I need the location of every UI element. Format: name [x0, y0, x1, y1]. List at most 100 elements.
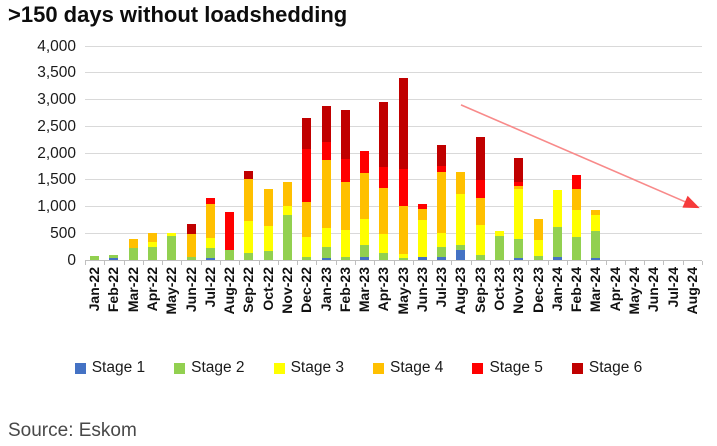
x-axis-label: May-24 — [626, 267, 643, 315]
bar-segment-stage-3 — [321, 228, 331, 247]
bar-segment-stage-5 — [302, 148, 312, 203]
bar-segment-stage-3 — [282, 205, 292, 215]
x-axis-label: Apr-22 — [143, 267, 160, 312]
bar-segment-stage-2 — [147, 246, 157, 260]
bar-segment-stage-6 — [379, 102, 389, 167]
x-axis-label: Nov-23 — [510, 267, 527, 314]
x-axis-label: Aug-22 — [221, 267, 238, 315]
bar-segment-stage-4 — [244, 178, 254, 221]
legend-swatch-stage-6 — [571, 362, 583, 374]
axis-tick — [316, 260, 318, 265]
bar-segment-stage-3 — [263, 225, 273, 251]
bar-segment-stage-5 — [321, 141, 331, 160]
bar-segment-stage-4 — [360, 173, 370, 220]
bar-segment-stage-6 — [340, 110, 350, 160]
gridline — [85, 99, 702, 100]
axis-tick — [624, 260, 626, 265]
bar-segment-stage-2 — [302, 257, 312, 260]
bar-segment-stage-4 — [437, 171, 447, 234]
bar-segment-stage-1 — [437, 257, 447, 260]
bar-segment-stage-1 — [514, 258, 524, 260]
axis-tick — [239, 260, 241, 265]
bar-segment-stage-5 — [572, 175, 582, 189]
bar-segment-stage-1 — [109, 258, 119, 260]
bar-segment-stage-1 — [360, 257, 370, 260]
axis-tick — [605, 260, 607, 265]
bar-segment-stage-2 — [90, 256, 100, 260]
bar-segment-stage-3 — [475, 225, 485, 256]
bar-segment-stage-5 — [417, 203, 427, 209]
bar-segment-stage-4 — [398, 205, 408, 254]
bar-segment-stage-4 — [205, 203, 215, 239]
bar-segment-stage-6 — [475, 136, 485, 181]
bar-segment-stage-4 — [475, 198, 485, 226]
axis-tick — [258, 260, 260, 265]
gridline — [85, 45, 702, 47]
x-axis-label: Jan-22 — [86, 267, 103, 312]
bar-segment-stage-4 — [572, 188, 582, 211]
bar-segment-stage-2 — [495, 235, 505, 260]
bar-segment-stage-3 — [167, 233, 177, 236]
bar-segment-stage-4 — [456, 172, 466, 195]
bar-segment-stage-3 — [340, 230, 350, 257]
x-axis-label: Mar-24 — [587, 267, 604, 313]
bar-segment-stage-2 — [398, 258, 408, 260]
x-axis-label: Feb-24 — [568, 267, 585, 313]
bar-segment-stage-3 — [379, 233, 389, 253]
bar-segment-stage-3 — [514, 188, 524, 239]
bar-segment-stage-2 — [437, 246, 447, 258]
bar-segment-stage-6 — [244, 170, 254, 179]
axis-tick — [277, 260, 279, 265]
axis-tick — [644, 260, 646, 265]
gridline — [85, 206, 702, 207]
y-axis-tick-label: 2,000 — [37, 144, 76, 162]
gridline — [85, 152, 702, 154]
axis-tick — [489, 260, 491, 265]
bar-segment-stage-3 — [417, 220, 427, 258]
bar-segment-stage-2 — [379, 252, 389, 260]
bar-segment-stage-2 — [360, 245, 370, 258]
bar-segment-stage-2 — [591, 230, 601, 259]
x-axis-label: Jul-24 — [664, 267, 681, 308]
y-axis-tick-label: 3,000 — [37, 91, 76, 108]
bar-segment-stage-2 — [282, 214, 292, 260]
y-axis-tick-label: 2,500 — [37, 117, 76, 135]
axis-tick — [162, 260, 164, 265]
bar-segment-stage-2 — [533, 255, 543, 260]
bar-segment-stage-3 — [302, 236, 312, 258]
bar-segment-stage-4 — [282, 181, 292, 206]
x-axis-label: Dec-22 — [298, 267, 315, 313]
bar-segment-stage-3 — [591, 214, 601, 231]
bar-segment-stage-2 — [475, 255, 485, 260]
x-axis-label: Feb-22 — [105, 267, 122, 313]
bar-segment-stage-2 — [167, 235, 177, 260]
legend-label: Stage 3 — [290, 359, 344, 376]
legend-label: Stage 4 — [390, 359, 444, 376]
bar-segment-stage-4 — [128, 238, 138, 249]
bar-segment-stage-1 — [591, 258, 601, 260]
y-axis-tick-label: 500 — [50, 224, 76, 242]
legend-label: Stage 1 — [91, 359, 146, 376]
legend-label: Stage 6 — [588, 359, 643, 376]
axis-tick — [509, 260, 511, 265]
axis-tick — [682, 260, 684, 265]
legend-item-stage-5: Stage 5 — [472, 359, 543, 377]
x-axis-label: Jan-23 — [317, 267, 334, 312]
legend-label: Stage 2 — [191, 359, 245, 376]
axis-tick — [432, 260, 434, 265]
bar-segment-stage-5 — [379, 166, 389, 189]
bar-segment-stage-3 — [495, 230, 505, 236]
bar-segment-stage-2 — [205, 247, 215, 259]
bar-segment-stage-2 — [128, 248, 138, 260]
bar-segment-stage-2 — [244, 252, 254, 260]
x-axis-label: Oct-22 — [259, 267, 276, 311]
bar-segment-stage-4 — [186, 234, 196, 257]
axis-tick — [470, 260, 472, 265]
x-axis-label: May-23 — [394, 267, 411, 315]
y-axis-tick-label: 0 — [67, 251, 76, 269]
axis-tick — [567, 260, 569, 265]
bar-segment-stage-2 — [514, 238, 524, 259]
bar-segment-stage-5 — [360, 151, 370, 174]
bar-segment-stage-5 — [475, 180, 485, 199]
